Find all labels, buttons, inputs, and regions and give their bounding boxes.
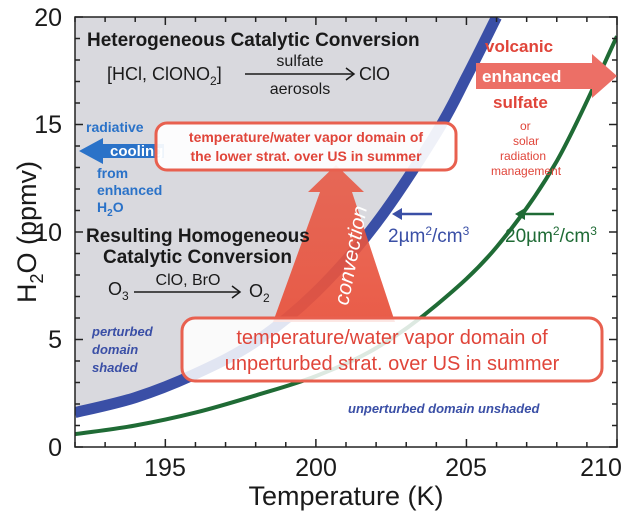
y-tick-label-20: 20 — [34, 4, 62, 32]
radiative-cooling-arrow — [79, 138, 164, 164]
hom-product: O2 — [249, 281, 270, 305]
convection-arrow — [273, 165, 395, 322]
or-label: or — [520, 119, 531, 133]
y-axis-label: H2O (ppmv) — [12, 161, 47, 303]
cooling-label: cooling — [110, 143, 163, 160]
x-tick-label-210: 210 — [580, 454, 622, 482]
y-tick-label-15: 15 — [34, 111, 62, 139]
x-tick-label-205: 205 — [445, 454, 487, 482]
from-label: from — [97, 165, 128, 181]
het-above: sulfate — [276, 53, 323, 70]
blue-label-arrow-head — [392, 208, 402, 220]
upper-box-line-1: temperature/water vapor domain of — [189, 129, 424, 145]
volcanic-label: volcanic — [485, 37, 553, 56]
volcanic-arrow — [476, 54, 617, 98]
x-axis-label: Temperature (K) — [248, 481, 443, 511]
het-reactant: [HCl, ClONO2] — [107, 64, 222, 88]
het-title: Heterogeneous Catalytic Conversion — [87, 30, 420, 51]
lower-strat-domain-box — [154, 121, 458, 172]
het-arrow-head — [345, 67, 356, 81]
het-product: ClO — [359, 64, 390, 84]
perturbed-domain-shading — [75, 17, 497, 413]
hom-title-1: Resulting Homogeneous — [86, 226, 310, 247]
perturbed-label-3: shaded — [92, 360, 139, 375]
y-tick-label-10: 10 — [34, 219, 62, 247]
y-ticks — [75, 16, 617, 448]
solar-label: solar — [513, 134, 539, 148]
unperturbed-domain-box — [180, 316, 604, 383]
y-tick-label-0: 0 — [48, 434, 62, 462]
het-below: aerosols — [270, 81, 330, 98]
x-tick-label-195: 195 — [144, 454, 186, 482]
lower-box-line-1: temperature/water vapor domain of — [236, 327, 548, 349]
enhanced-label: enhanced — [97, 182, 162, 198]
series-label-20um: 20µm2/cm3 — [505, 224, 597, 247]
lower-box-line-2: unperturbed strat. over US in summer — [225, 353, 560, 375]
upper-box-line-2: the lower strat. over US in summer — [190, 148, 422, 164]
y-tick-label-5: 5 — [48, 326, 62, 354]
x-tick-label-200: 200 — [295, 454, 337, 482]
hom-title-2: Catalytic Conversion — [103, 247, 292, 268]
management-label: management — [491, 164, 562, 178]
h2o-label: H2O — [97, 199, 124, 219]
sulfate-label: sulfate — [493, 93, 548, 112]
hom-reactant: O3 — [108, 279, 129, 303]
radiative-label: radiative — [86, 119, 144, 135]
hom-above: ClO, BrO — [156, 272, 221, 289]
perturbed-label-2: domain — [92, 342, 138, 357]
green-label-arrow-head — [515, 208, 525, 220]
radiation-label: radiation — [500, 149, 546, 163]
hom-arrow-head — [231, 285, 242, 299]
enhanced-volc-label: enhanced — [482, 67, 561, 86]
x-ticks — [74, 17, 618, 447]
unperturbed-label: unperturbed domain unshaded — [348, 401, 540, 416]
series-label-2um: 2µm2/cm3 — [388, 224, 470, 247]
perturbed-label-1: perturbed — [91, 324, 154, 339]
